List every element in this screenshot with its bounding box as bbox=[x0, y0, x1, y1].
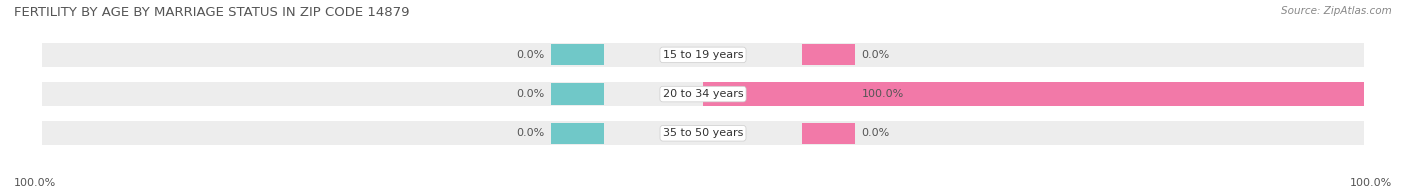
Bar bbox=[551, 83, 603, 105]
Text: 15 to 19 years: 15 to 19 years bbox=[662, 50, 744, 60]
Text: Source: ZipAtlas.com: Source: ZipAtlas.com bbox=[1281, 6, 1392, 16]
Text: 100.0%: 100.0% bbox=[1350, 178, 1392, 188]
Text: 0.0%: 0.0% bbox=[516, 128, 544, 138]
Text: 0.0%: 0.0% bbox=[862, 50, 890, 60]
Bar bbox=[42, 121, 1364, 145]
Text: 0.0%: 0.0% bbox=[862, 128, 890, 138]
Text: 100.0%: 100.0% bbox=[14, 178, 56, 188]
Bar bbox=[801, 83, 855, 105]
Bar bbox=[801, 123, 855, 144]
Text: 20 to 34 years: 20 to 34 years bbox=[662, 89, 744, 99]
Text: 0.0%: 0.0% bbox=[516, 89, 544, 99]
Text: 0.0%: 0.0% bbox=[516, 50, 544, 60]
Bar bbox=[551, 44, 603, 65]
Text: 35 to 50 years: 35 to 50 years bbox=[662, 128, 744, 138]
Bar bbox=[703, 82, 1364, 106]
Text: FERTILITY BY AGE BY MARRIAGE STATUS IN ZIP CODE 14879: FERTILITY BY AGE BY MARRIAGE STATUS IN Z… bbox=[14, 6, 409, 19]
Bar bbox=[551, 123, 603, 144]
Bar bbox=[42, 82, 1364, 106]
Text: 100.0%: 100.0% bbox=[862, 89, 904, 99]
Bar bbox=[42, 43, 1364, 67]
Bar bbox=[801, 44, 855, 65]
